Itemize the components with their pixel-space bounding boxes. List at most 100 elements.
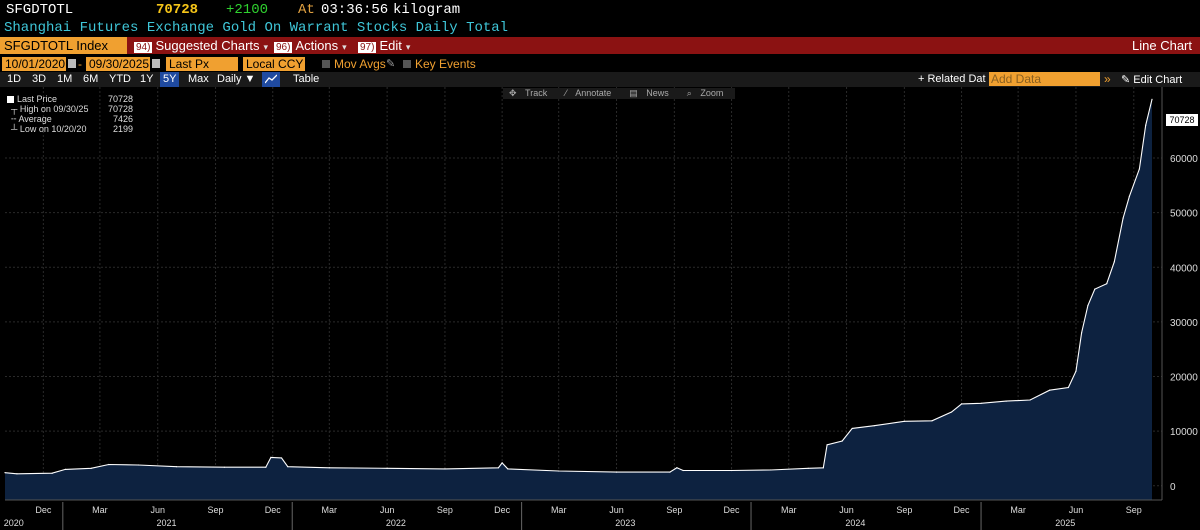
table-button[interactable]: Table [293,73,320,85]
actions-menu[interactable]: 96) Actions ▾ [270,37,351,54]
chart-legend[interactable]: Last Price 70728 ┬ High on 09/30/25 7072… [7,94,133,134]
x-tick-label: Mar [1010,505,1026,515]
data-point [265,466,267,468]
x-tick-label: Jun [150,505,165,515]
data-point [175,466,178,468]
data-point [386,467,388,469]
annotate-button[interactable]: ⁄ Annotate [559,88,623,98]
mov-avgs-checkbox[interactable] [322,60,330,68]
legend-avg-value: 7426 [112,114,133,124]
x-tick-label: Sep [896,505,912,515]
period-1m[interactable]: 1M [57,73,73,85]
period-6m[interactable]: 6M [83,73,99,85]
period-5y[interactable]: 5Y [160,72,180,87]
security-description: Shanghai Futures Exchange Gold On Warran… [4,20,509,36]
line-chart[interactable]: 0 10000 20000 30000 40000 50000 60000 Dec Mar Ju… [0,87,1200,530]
series-line [4,98,1153,475]
data-point [1106,283,1108,285]
news-button[interactable]: ▤ News [623,88,681,99]
data-point [851,427,853,430]
data-point [841,440,843,442]
y-tick-label: 60000 [1170,154,1198,165]
data-point [328,467,330,469]
track-button[interactable]: ✥ Track [503,88,559,99]
chart-area[interactable]: 0 10000 20000 30000 40000 50000 60000 Dec Mar Ju… [0,87,1200,530]
legend-avg-row: ╌ Average 7426 [7,114,133,124]
period-1d[interactable]: 1D [7,73,22,85]
x-tick-label: Dec [35,505,52,515]
legend-last-label: Last Price [17,94,58,104]
edit-chart-button[interactable]: ✎ Edit Chart [1121,73,1182,86]
date-separator: - [78,57,82,71]
period-3d[interactable]: 3D [32,73,47,85]
data-point [960,403,963,405]
data-point [287,466,289,468]
data-point [669,471,671,473]
data-point [615,471,618,473]
pencil-icon: ✎ [1121,74,1131,86]
chart-type-label: Line Chart [1132,38,1192,53]
annotate-label: Annotate [575,88,612,98]
field-select[interactable]: Last Px [166,57,238,71]
period-ytd[interactable]: YTD [109,73,131,85]
data-point [903,420,905,422]
end-date-field[interactable]: 09/30/2025 [86,57,150,71]
time-prefix: At [298,2,315,18]
legend-high-value: 70728 [107,104,133,114]
data-point [769,469,772,471]
menu-number: 94) [134,42,153,53]
data-point [16,473,18,475]
quote-header: SFGDTOTL 70728 +2100 At 03:36:56 kilogra… [0,0,1200,20]
year-label: 2024 [845,518,865,528]
y-tick-label: 40000 [1170,263,1198,274]
caret-down-icon: ▾ [405,42,411,52]
legend-avg-label: Average [18,114,52,124]
expand-arrows-icon[interactable]: » [1104,72,1111,86]
add-data-input[interactable]: Add Data [989,72,1100,86]
key-events-checkbox[interactable] [403,60,411,68]
data-point [826,444,828,446]
pencil-icon[interactable]: ✎ [386,58,396,70]
related-data-label[interactable]: + Related Dat [918,73,986,85]
data-point [730,469,733,472]
frequency-select[interactable]: Daily ▼ [214,72,258,87]
y-tick-label: 30000 [1170,318,1198,329]
low-marker-icon: ┴ [11,124,20,134]
line-chart-icon[interactable] [262,72,280,87]
period-1y[interactable]: 1Y [140,73,154,85]
track-label: Track [525,88,548,98]
zoom-button[interactable]: ⌕ Zoom [681,88,736,99]
data-point [1122,217,1124,219]
start-date-field[interactable]: 10/01/2020 [2,57,66,71]
high-marker-icon: ┬ [11,104,20,114]
security-input[interactable]: SFGDTOTL Index [0,37,127,54]
caret-down-icon: ▼ [244,73,256,85]
ticker-symbol: SFGDTOTL [6,2,74,18]
period-max[interactable]: Max [188,73,209,85]
chart-toolbar: ✥ Track ⁄ Annotate ▤ News ⌕ Zoom [503,88,736,99]
edit-menu[interactable]: 97) Edit ▾ [354,37,414,54]
suggested-charts-menu[interactable]: 94) Suggested Charts ▾ [130,37,272,54]
mov-avgs-label[interactable]: Mov Avgs [334,57,386,71]
calendar-icon[interactable] [68,59,76,68]
data-point [507,468,509,470]
data-point [108,463,110,466]
series-fill [5,99,1152,501]
calendar-icon[interactable] [152,59,160,68]
period-row: 1D 3D 1M 6M YTD 1Y 5Y Max Daily ▼ Table … [0,72,1200,87]
data-point [1094,288,1096,290]
data-point [682,469,684,472]
quote-unit: kilogram [393,2,461,18]
x-tick-label: Mar [92,505,108,515]
x-tick-label: Sep [208,505,224,515]
caret-down-icon: ▾ [342,42,347,52]
data-point [223,466,225,468]
x-tick-label: Dec [265,505,282,515]
key-events-label[interactable]: Key Events [415,57,476,71]
data-point [1067,386,1070,389]
data-point [822,467,824,469]
x-tick-label: Dec [954,505,971,515]
legend-last-value: 70728 [107,94,133,104]
year-label: 2021 [157,518,177,528]
currency-select[interactable]: Local CCY [243,57,305,71]
